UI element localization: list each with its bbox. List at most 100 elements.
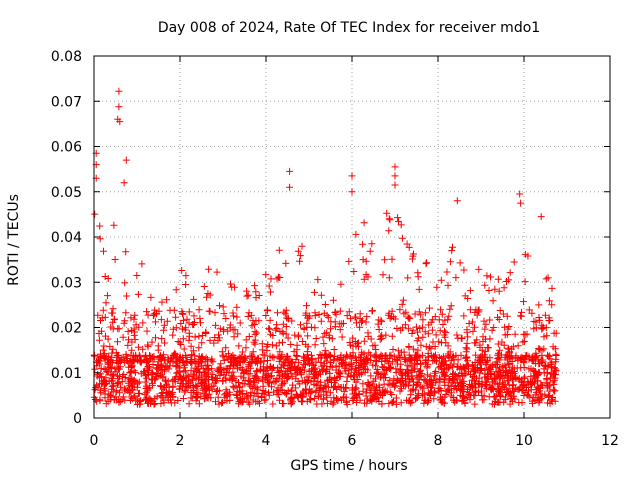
data-point <box>370 377 378 385</box>
data-point <box>179 335 187 343</box>
data-point <box>544 399 551 407</box>
data-point <box>276 396 283 404</box>
data-point <box>441 316 449 324</box>
data-point <box>377 333 385 341</box>
data-point <box>424 360 432 368</box>
data-point <box>463 385 471 393</box>
data-point <box>437 276 445 284</box>
data-point <box>209 358 217 366</box>
data-point <box>471 366 479 374</box>
data-point <box>551 387 559 395</box>
data-point <box>276 327 284 335</box>
data-point <box>223 388 231 396</box>
data-point <box>435 387 443 395</box>
data-point <box>150 353 158 361</box>
data-point <box>541 311 549 319</box>
data-point <box>220 310 228 318</box>
data-point <box>368 397 376 405</box>
data-point <box>360 219 368 227</box>
data-point <box>432 368 440 375</box>
data-point <box>323 399 331 407</box>
data-point <box>125 336 132 344</box>
data-point <box>326 351 334 359</box>
data-point <box>108 364 116 372</box>
data-point <box>492 374 500 382</box>
data-point <box>527 372 535 380</box>
data-point <box>321 329 329 337</box>
data-point <box>294 364 302 372</box>
data-point <box>390 375 398 383</box>
data-point <box>175 373 183 381</box>
data-point <box>373 366 381 373</box>
data-point <box>414 328 421 336</box>
data-point <box>296 257 304 265</box>
data-point <box>514 342 522 350</box>
data-point <box>326 389 334 397</box>
data-point <box>102 352 110 360</box>
data-point <box>385 309 393 317</box>
data-point <box>133 272 141 279</box>
data-point <box>488 400 496 408</box>
data-point <box>287 400 295 408</box>
data-point <box>274 309 281 317</box>
data-point <box>222 390 230 397</box>
data-point <box>464 333 472 341</box>
x-tick-label: 4 <box>262 433 271 449</box>
data-point <box>486 364 494 372</box>
data-point <box>495 379 503 387</box>
data-point <box>166 306 174 314</box>
data-point <box>408 398 416 406</box>
data-point <box>480 317 488 325</box>
data-point <box>262 312 270 319</box>
data-point <box>97 389 105 397</box>
data-point <box>124 386 132 394</box>
data-point <box>440 399 448 407</box>
data-point <box>91 365 99 373</box>
data-point <box>342 398 350 406</box>
data-point <box>153 370 161 377</box>
data-point <box>160 326 168 334</box>
data-point <box>195 374 203 382</box>
data-point <box>426 304 433 312</box>
data-point <box>462 354 470 362</box>
data-point <box>535 301 543 309</box>
data-point <box>187 342 195 350</box>
data-point <box>478 346 486 354</box>
data-point <box>495 349 502 357</box>
data-point <box>348 363 356 371</box>
data-point <box>321 347 329 355</box>
data-point <box>108 309 116 317</box>
data-point <box>345 308 353 316</box>
data-point <box>461 365 469 373</box>
data-point <box>505 276 513 284</box>
data-point <box>148 338 156 346</box>
data-point <box>232 382 240 390</box>
data-point <box>320 340 328 348</box>
data-point <box>540 333 548 341</box>
data-point <box>360 275 368 283</box>
data-point <box>548 301 556 309</box>
data-point <box>378 363 386 371</box>
data-point <box>401 382 409 390</box>
data-point <box>388 399 396 407</box>
data-point <box>253 374 261 382</box>
data-point <box>336 384 344 391</box>
data-point <box>115 103 123 111</box>
y-tick-label: 0.02 <box>51 321 82 337</box>
data-point <box>124 327 132 335</box>
data-point <box>182 272 190 280</box>
data-point <box>136 358 144 365</box>
data-point <box>490 393 498 401</box>
data-point <box>525 352 533 360</box>
data-point <box>351 390 359 398</box>
data-point <box>444 350 452 358</box>
data-point <box>97 317 104 324</box>
data-point <box>100 247 107 255</box>
data-point <box>244 291 252 299</box>
data-point <box>440 370 448 378</box>
data-point <box>359 256 367 264</box>
data-point <box>500 284 508 292</box>
data-point <box>102 299 110 307</box>
data-point <box>395 351 403 359</box>
data-point <box>428 326 436 334</box>
